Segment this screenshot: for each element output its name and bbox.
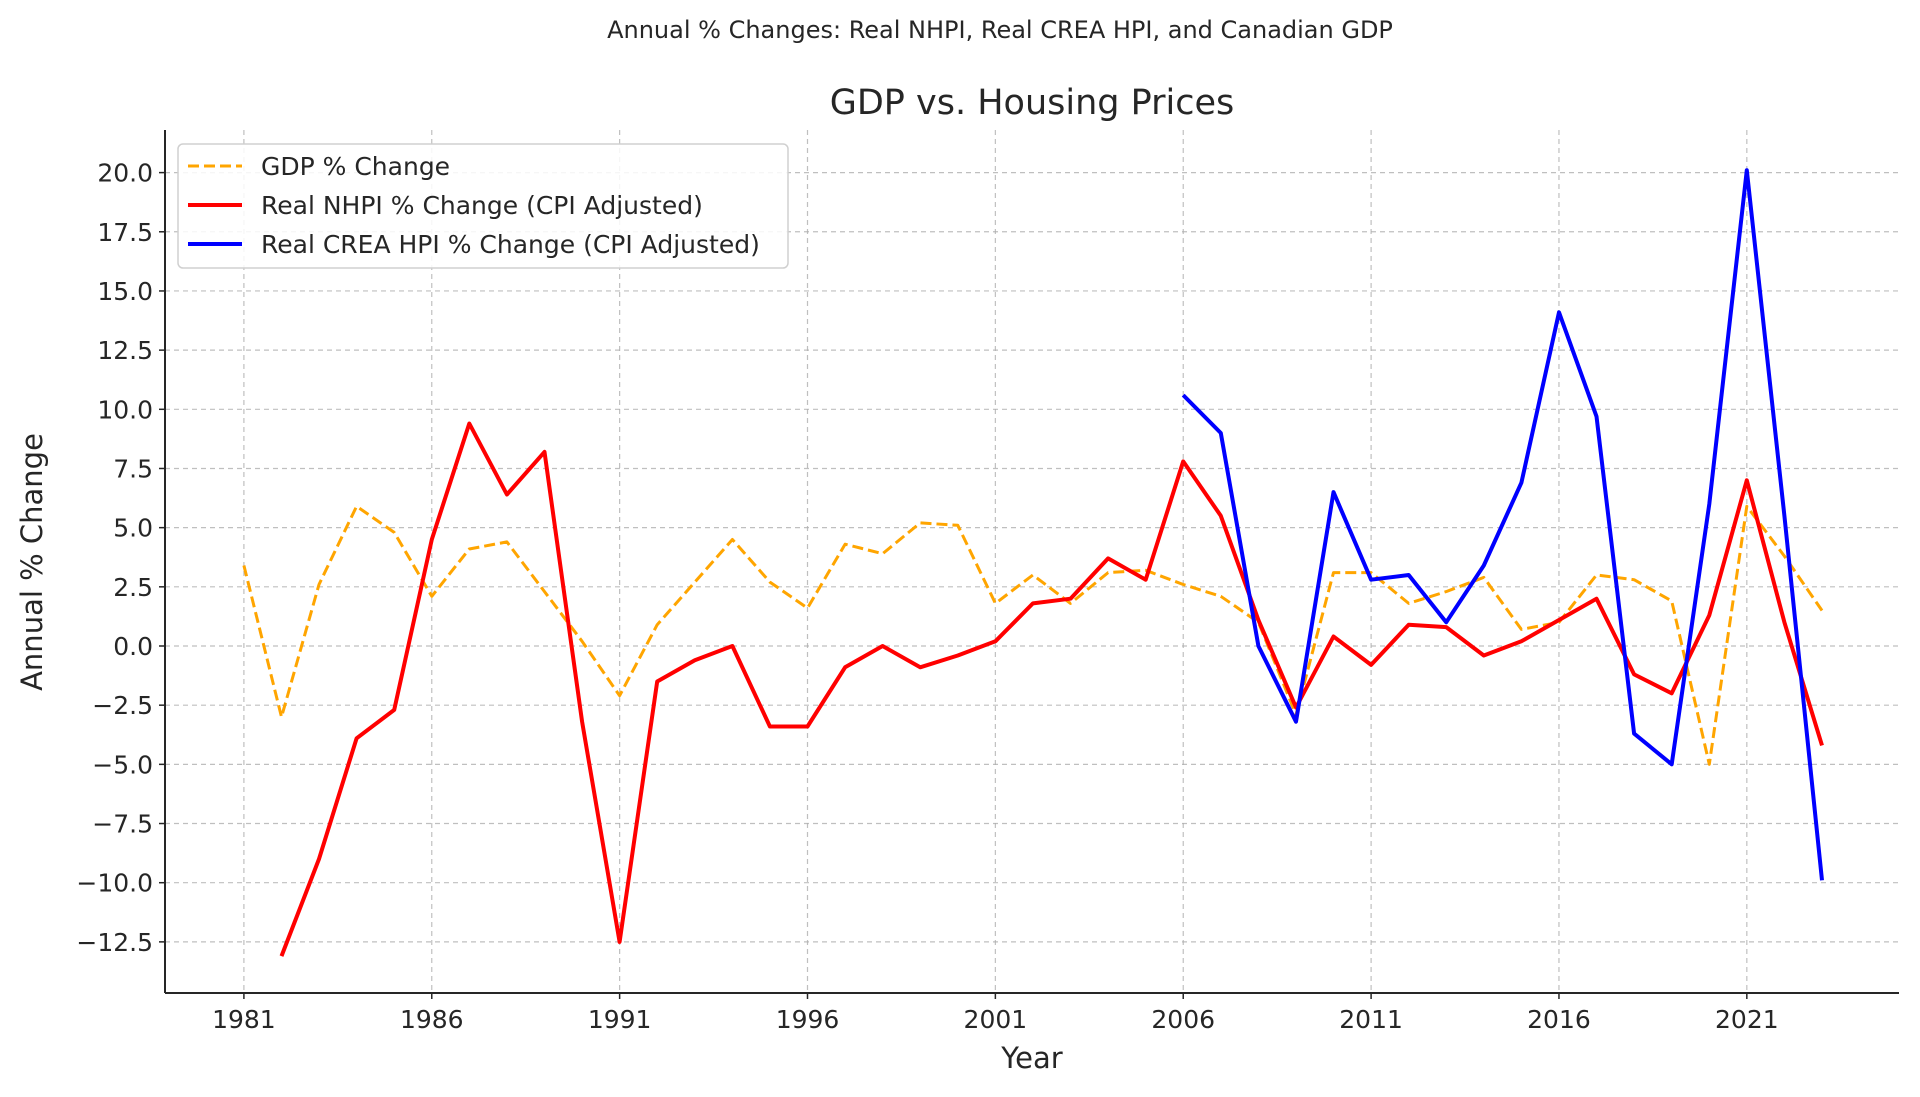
x-axis-label: Year	[1000, 1041, 1062, 1075]
y-tick-label: −12.5	[76, 928, 153, 957]
x-tick-label: 1986	[400, 1005, 464, 1034]
chart-suptitle: Annual % Changes: Real NHPI, Real CREA H…	[607, 16, 1393, 44]
legend-label: Real CREA HPI % Change (CPI Adjusted)	[261, 230, 760, 259]
x-tick-label: 1981	[212, 1005, 276, 1034]
y-tick-label: 17.5	[97, 218, 153, 247]
series-line-2	[1183, 170, 1822, 880]
chart-title: GDP vs. Housing Prices	[830, 83, 1235, 123]
x-tick-label: 2001	[964, 1005, 1028, 1034]
y-tick-label: 2.5	[113, 573, 153, 602]
series-line-0	[244, 506, 1822, 764]
y-tick-label: −2.5	[92, 691, 153, 720]
y-tick-label: 12.5	[97, 336, 153, 365]
x-tick-label: 2011	[1339, 1005, 1403, 1034]
x-tick-label: 2016	[1527, 1005, 1591, 1034]
y-tick-label: 20.0	[97, 159, 153, 188]
x-tick-label: 1996	[776, 1005, 840, 1034]
legend: GDP % Change Real NHPI % Change (CPI Adju…	[178, 144, 788, 268]
series-line-1	[282, 424, 1823, 957]
tick-labels: 1981 1986 1991 1996 2001 2006 2011 2016 2021 −12.…	[76, 159, 1778, 1034]
y-tick-label: 5.0	[113, 514, 153, 543]
x-tick-label: 1991	[588, 1005, 652, 1034]
y-tick-label: 15.0	[97, 277, 153, 306]
legend-label: GDP % Change	[261, 152, 450, 181]
series-lines	[244, 170, 1822, 956]
legend-label: Real NHPI % Change (CPI Adjusted)	[261, 191, 703, 220]
y-tick-label: 10.0	[97, 395, 153, 424]
y-axis-label: Annual % Change	[15, 433, 49, 691]
x-tick-label: 2021	[1715, 1005, 1779, 1034]
y-tick-label: 0.0	[113, 632, 153, 661]
x-tick-label: 2006	[1151, 1005, 1215, 1034]
y-tick-label: 7.5	[113, 454, 153, 483]
y-tick-label: −7.5	[92, 810, 153, 839]
y-tick-label: −10.0	[76, 869, 153, 898]
y-tick-label: −5.0	[92, 750, 153, 779]
